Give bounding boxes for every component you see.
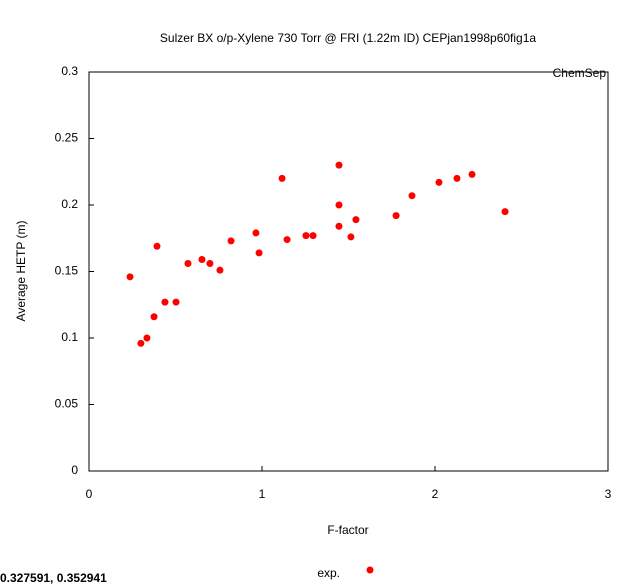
data-point	[352, 216, 360, 224]
y-tick-label: 0.25	[55, 131, 79, 145]
data-point	[501, 208, 509, 216]
x-axis-label: F-factor	[327, 523, 368, 537]
data-point	[255, 249, 263, 257]
data-point	[392, 212, 400, 220]
data-point	[408, 192, 416, 200]
y-axis-label: Average HETP (m)	[14, 221, 28, 322]
chart-title: Sulzer BX o/p-Xylene 730 Torr @ FRI (1.2…	[160, 31, 536, 45]
data-point	[283, 236, 291, 244]
data-point	[335, 201, 343, 209]
data-point	[137, 339, 145, 347]
data-point	[172, 298, 180, 306]
data-point	[435, 178, 443, 186]
y-tick-label: 0.3	[61, 64, 78, 78]
data-point	[335, 161, 343, 169]
y-tick-label: 0.05	[55, 397, 79, 411]
data-point	[302, 232, 310, 240]
data-point	[184, 260, 192, 268]
annotation: ChemSep	[553, 66, 607, 80]
data-point	[468, 170, 476, 178]
y-tick-label: 0.2	[61, 197, 78, 211]
legend-label: exp.	[317, 566, 340, 580]
data-point	[161, 298, 169, 306]
x-tick-label: 2	[432, 487, 439, 501]
data-point	[126, 273, 134, 281]
data-point	[206, 260, 214, 268]
data-point	[153, 242, 161, 250]
data-point	[216, 266, 224, 274]
data-point	[278, 174, 286, 182]
data-point	[453, 174, 461, 182]
x-tick-label: 0	[86, 487, 93, 501]
data-point	[143, 334, 151, 342]
y-tick-label: 0	[71, 463, 78, 477]
status-coordinates: -0.327591, 0.352941	[0, 571, 107, 585]
x-tick-label: 3	[605, 487, 612, 501]
data-point	[335, 222, 343, 230]
data-point	[227, 237, 235, 245]
data-point	[150, 313, 158, 321]
data-point	[347, 233, 355, 241]
data-point	[309, 232, 317, 240]
y-tick-label: 0.1	[61, 330, 78, 344]
data-point	[198, 256, 206, 264]
x-tick-label: 1	[259, 487, 266, 501]
legend-marker	[366, 566, 374, 574]
y-tick-label: 0.15	[55, 264, 79, 278]
data-point	[252, 229, 260, 237]
